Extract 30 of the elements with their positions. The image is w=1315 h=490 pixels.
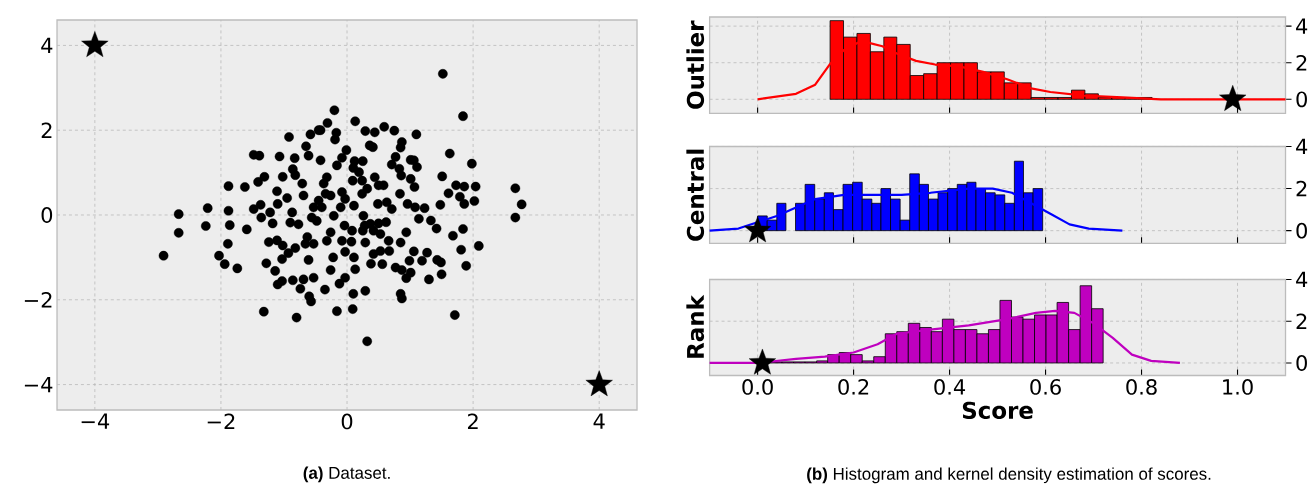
- x-tick-label: −4: [81, 413, 110, 429]
- x-tick-label: 1.0: [1223, 379, 1253, 395]
- x-tick-label: 0.0: [742, 379, 773, 395]
- y-axis-title: Outlier: [686, 20, 705, 109]
- y-tick-label: 4: [1296, 18, 1308, 34]
- text: (a) Dataset.: [303, 466, 390, 483]
- y-tick-label: 4: [41, 37, 53, 54]
- y-tick-label: 0: [1296, 91, 1307, 108]
- x-tick-label: 2: [467, 413, 478, 430]
- y-tick-label: 2: [41, 122, 52, 138]
- y-tick-label: 0: [1296, 222, 1307, 239]
- y-tick-label: 2: [1296, 313, 1307, 329]
- y-tick-label: −2: [24, 292, 52, 308]
- y-tick-label: 2: [1296, 180, 1307, 197]
- y-tick-label: 4: [1296, 271, 1308, 288]
- y-tick-label: 0: [41, 207, 53, 223]
- x-tick-label: 0: [341, 413, 353, 430]
- x-tick-label: −2: [207, 413, 235, 430]
- y-tick-label: 0: [1296, 355, 1307, 371]
- x-axis-title: Score: [962, 401, 1033, 420]
- text: (b) Histogram and kernel density estimation of scores.: [807, 467, 1211, 484]
- x-tick-label: 4: [593, 413, 605, 429]
- y-axis-title: Central: [686, 149, 705, 241]
- x-tick-label: 0.4: [934, 379, 966, 395]
- y-tick-label: 4: [1296, 138, 1308, 155]
- x-tick-label: 0.8: [1126, 379, 1157, 395]
- y-axis-title: Rank: [686, 294, 705, 358]
- x-tick-label: 0.2: [838, 379, 869, 395]
- x-tick-label: 0.6: [1030, 379, 1061, 395]
- y-tick-label: 2: [1296, 54, 1307, 71]
